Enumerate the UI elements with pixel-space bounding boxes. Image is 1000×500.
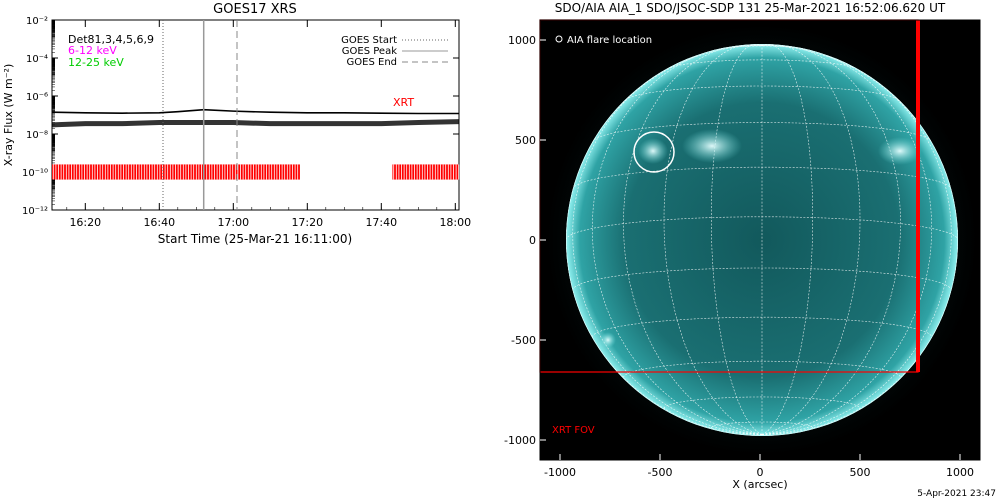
goes-plot-frame	[51, 19, 460, 211]
grid-meridian	[761, 44, 813, 435]
grid-parallel	[572, 267, 952, 291]
aia-xtick-label: 0	[757, 466, 764, 479]
goes-xtick-label: 16:40	[143, 216, 175, 229]
active-region-southeast	[600, 332, 616, 348]
goes-ytick-label: 10⁻¹⁰	[22, 168, 48, 179]
legend-goes-peak: GOES Peak	[342, 46, 397, 57]
aia-xtick-label: -500	[648, 466, 673, 479]
grid-parallel	[623, 85, 901, 103]
grid-parallel	[572, 166, 952, 190]
active-region-center	[682, 129, 742, 163]
detector-label: Det81,3,4,5,6,9	[68, 33, 154, 46]
legend-goes-start: GOES Start	[341, 35, 397, 46]
flare-legend-icon	[555, 35, 563, 43]
goes-xlabel: Start Time (25-Mar-21 16:11:00)	[158, 232, 352, 246]
goes-legend: GOES Start GOES Peak GOES End	[341, 35, 448, 68]
grid-parallel	[663, 396, 861, 409]
goes-ytick-label: 10⁻⁸	[26, 130, 48, 141]
active-region-flare	[638, 138, 668, 164]
solar-disk	[566, 44, 958, 436]
grid-parallel	[663, 59, 861, 72]
goes-chart-title: GOES17 XRS	[213, 2, 297, 17]
flare-legend-label: AIA flare location	[567, 35, 652, 46]
aia-ytick-label: 500	[515, 134, 536, 147]
aia-title: SDO/AIA AIA_1 SDO/JSOC-SDP 131 25-Mar-20…	[554, 1, 946, 15]
aia-xtick-label: 1000	[946, 466, 974, 479]
grid-parallel	[592, 316, 932, 338]
grid-parallel	[566, 216, 958, 241]
goes-xrs-chart: GOES17 XRS 10⁻² 10⁻⁴ 10⁻⁶ 10⁻⁸ 10⁻¹⁰ 10⁻¹² 16…	[2, 2, 471, 246]
aia-ytick-label: -1000	[504, 434, 536, 447]
goes-xtick-label: 17:00	[217, 216, 249, 229]
grid-parallel	[592, 122, 932, 143]
goes-xtick-label: 17:20	[291, 216, 323, 229]
goes-ylabel: X-ray Flux (W m⁻²)	[2, 64, 15, 166]
legend-goes-end: GOES End	[347, 57, 397, 68]
active-region-west	[878, 137, 922, 165]
grid-parallel	[711, 421, 813, 428]
goes-ytick-label: 10⁻⁴	[26, 54, 48, 65]
goes-ytick-label: 10⁻²	[26, 16, 48, 27]
footer-date: 5-Apr-2021 23:47	[917, 489, 996, 499]
grid-parallel	[623, 360, 901, 378]
xrt-label: XRT	[393, 96, 414, 109]
aia-ytick-label: -500	[511, 334, 536, 347]
goes-series-1	[51, 119, 460, 128]
aia-xtick-label: -1000	[544, 466, 576, 479]
aia-xlabel: X (arcsec)	[732, 478, 787, 491]
goes-xtick-label: 16:20	[69, 216, 101, 229]
goes-xtick-label: 18:00	[439, 216, 471, 229]
band1-label: 6-12 keV	[68, 44, 117, 57]
aia-image-panel: -1000 -500 0 500 1000 1000 500 0 -500 -1000 AIA …	[504, 19, 981, 491]
aia-ytick-label: 0	[529, 234, 536, 247]
goes-series-0	[51, 108, 459, 115]
xrt-coverage-segment	[392, 164, 459, 180]
goes-xtick-label: 17:40	[365, 216, 397, 229]
grid-meridian	[761, 44, 933, 435]
goes-ytick-label: 10⁻⁶	[26, 92, 48, 103]
aia-xtick-label: 500	[850, 466, 871, 479]
aia-ytick-label: 1000	[508, 34, 536, 47]
flare-location-marker	[633, 131, 675, 173]
band2-label: 12-25 keV	[68, 56, 124, 69]
xrt-fov-label: XRT FOV	[552, 425, 595, 436]
xrt-coverage-segment	[52, 164, 300, 180]
goes-ytick-label: 10⁻¹²	[22, 206, 48, 217]
